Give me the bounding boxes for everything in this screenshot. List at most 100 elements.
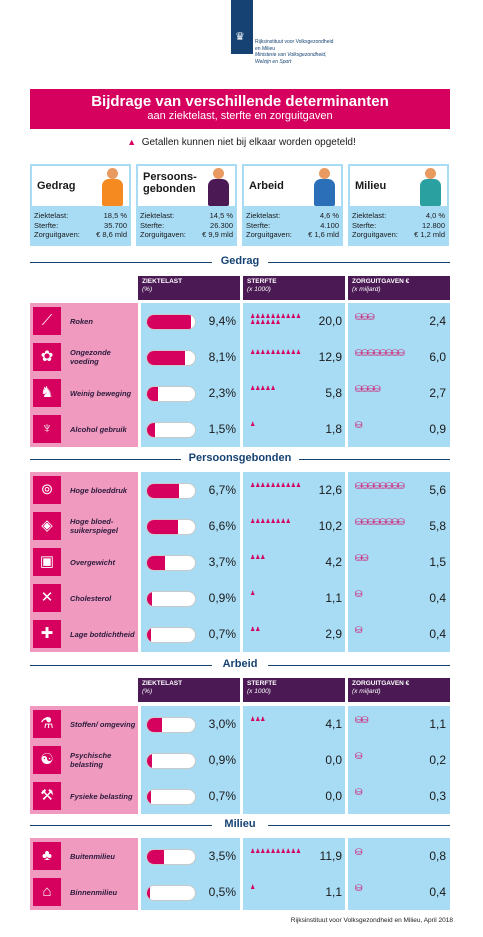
zorguitgaven-coin-icons: ⛁ xyxy=(355,589,363,599)
header-label: STERFTE xyxy=(247,680,277,687)
zorguitgaven-coin-icons: ⛁ xyxy=(355,847,363,857)
footer-credit: Rijksinstituut voor Volksgezondheid en M… xyxy=(290,917,453,924)
row-label: Buitenmilieu xyxy=(70,851,116,861)
header-label: ZIEKTELAST xyxy=(142,278,183,285)
zorguitgaven-coin-icons: ⛁⛁⛁⛁⛁⛁⛁⛁ xyxy=(355,481,405,491)
org-line: en Milieu xyxy=(255,45,276,52)
food-icon: ✿ xyxy=(33,343,61,371)
divider xyxy=(240,375,243,411)
row-label: Weinig beweging xyxy=(70,388,132,398)
divider xyxy=(30,665,212,666)
cholesterol-icon: ✕ xyxy=(33,584,61,612)
divider xyxy=(240,838,243,874)
person-illustration-icon xyxy=(99,168,125,206)
stat-value: 4,0 % xyxy=(425,211,445,220)
divider xyxy=(138,874,141,910)
sterfte-value: 5,8 xyxy=(325,386,342,400)
bone-icon: ✚ xyxy=(33,620,61,648)
ziektelast-value: 0,9% xyxy=(208,753,236,767)
header-label: ZIEKTELAST xyxy=(142,680,183,687)
divider xyxy=(138,411,141,447)
stat-value: 12.800 xyxy=(422,220,445,230)
ziektelast-value: 3,0% xyxy=(208,717,236,731)
row-label: Hoge bloed-suikerspiegel xyxy=(70,517,118,535)
divider xyxy=(345,580,348,616)
table-row: ⊚ Hoge bloeddruk 6,7% ♟♟♟♟♟♟♟♟♟♟ 12,6 ⛁⛁⛁⛁⛁⛁⛁… xyxy=(30,472,450,508)
summary-cards: Gedrag Ziektelast: 18,5 % Sterfte: 35.700 Zor… xyxy=(30,164,450,246)
stat-value: € 9,9 mld xyxy=(202,230,233,239)
divider xyxy=(138,580,141,616)
stat-label: Zorguitgaven: xyxy=(34,230,80,239)
row-label: Lage botdichtheid xyxy=(70,629,135,639)
sterfte-value: 4,1 xyxy=(325,717,342,731)
divider xyxy=(345,472,348,508)
row-label: Cholesterol xyxy=(70,593,112,603)
divider xyxy=(240,742,243,778)
stat-label: Sterfte: xyxy=(140,220,165,230)
header-unit: (x miljard) xyxy=(352,286,381,293)
stat-label: Zorguitgaven: xyxy=(246,230,292,239)
row-label: Hoge bloeddruk xyxy=(70,485,128,495)
header-zorguitgaven: ZORGUITGAVEN € (x miljard) xyxy=(348,678,450,702)
org-line: Rijksinstituut voor Volksgezondheid xyxy=(255,39,334,45)
table-row: ♞ Weinig beweging 2,3% ♟♟♟♟♟ 5,8 ⛁⛁⛁⛁ 2,7 xyxy=(30,375,450,411)
section-label-text: Persoonsgebonden xyxy=(184,452,296,464)
stat-value: 4.100 xyxy=(320,220,339,230)
header-label: STERFTE xyxy=(247,278,277,285)
divider xyxy=(240,303,243,339)
section-title: Gedrag xyxy=(30,255,450,269)
ziektelast-value: 0,7% xyxy=(208,789,236,803)
ziektelast-value: 6,7% xyxy=(208,483,236,497)
sterfte-person-icons: ♟♟♟ xyxy=(250,717,266,723)
row-label: Overgewicht xyxy=(70,557,116,567)
ziektelast-value: 1,5% xyxy=(208,422,236,436)
header-unit: (x miljard) xyxy=(352,688,381,695)
table-row: ⚒ Fysieke belasting 0,7% 0,0 ⛁ 0,3 xyxy=(30,778,450,814)
warning-text: Getallen kunnen niet bij elkaar worden o… xyxy=(141,137,356,148)
table-row: ▣ Overgewicht 3,7% ♟♟♟ 4,2 ⛁⛁ 1,5 xyxy=(30,544,450,580)
zorguitgaven-coin-icons: ⛁ xyxy=(355,751,363,761)
crest-icon: ♛ xyxy=(235,31,245,43)
row-label: Fysieke belasting xyxy=(70,791,133,801)
ziektelast-fill xyxy=(147,556,165,570)
divider xyxy=(138,508,141,544)
ziektelast-bar xyxy=(146,627,196,643)
sterfte-person-icons: ♟♟♟♟♟♟♟♟♟♟ xyxy=(250,350,301,356)
stat-label: Ziektelast: xyxy=(34,211,69,220)
divider xyxy=(268,665,450,666)
stat-value: 4,6 % xyxy=(319,211,339,220)
stat-label: Sterfte: xyxy=(246,220,271,230)
ziektelast-value: 3,7% xyxy=(208,555,236,569)
stat-value: 35.700 xyxy=(104,220,127,230)
ziektelast-value: 6,6% xyxy=(208,519,236,533)
section-label-text: Arbeid xyxy=(218,658,262,670)
ziektelast-bar xyxy=(146,555,196,571)
zorguitgaven-value: 0,4 xyxy=(429,591,446,605)
person-illustration-icon xyxy=(205,168,231,206)
ministry-line: Welzijn en Sport xyxy=(255,58,292,65)
stat-label: Ziektelast: xyxy=(352,211,387,220)
ziektelast-bar xyxy=(146,753,196,769)
scale-icon: ▣ xyxy=(33,548,61,576)
couch-icon: ♞ xyxy=(33,379,61,407)
sterfte-value: 11,9 xyxy=(319,849,342,863)
card-title: Gedrag xyxy=(37,180,76,192)
divider xyxy=(30,262,212,263)
cigarette-icon: ⟋ xyxy=(33,307,61,335)
sterfte-person-icons: ♟ xyxy=(250,885,256,891)
divider xyxy=(345,411,348,447)
zorguitgaven-value: 5,8 xyxy=(429,519,446,533)
zorguitgaven-coin-icons: ⛁ xyxy=(355,625,363,635)
stat-label: Sterfte: xyxy=(352,220,377,230)
zorguitgaven-value: 2,7 xyxy=(429,386,446,400)
sterfte-value: 1,1 xyxy=(325,591,342,605)
ziektelast-bar xyxy=(146,717,196,733)
ziektelast-fill xyxy=(147,315,191,329)
divider xyxy=(240,706,243,742)
header-unit: (%) xyxy=(142,688,153,695)
section-label: Persoonsgebonden xyxy=(30,452,450,464)
page-subtitle: aan ziektelast, sterfte en zorguitgaven xyxy=(147,110,333,122)
zorguitgaven-value: 0,4 xyxy=(429,885,446,899)
header-unit: (x 1000) xyxy=(247,688,271,695)
sterfte-value: 0,0 xyxy=(325,789,342,803)
